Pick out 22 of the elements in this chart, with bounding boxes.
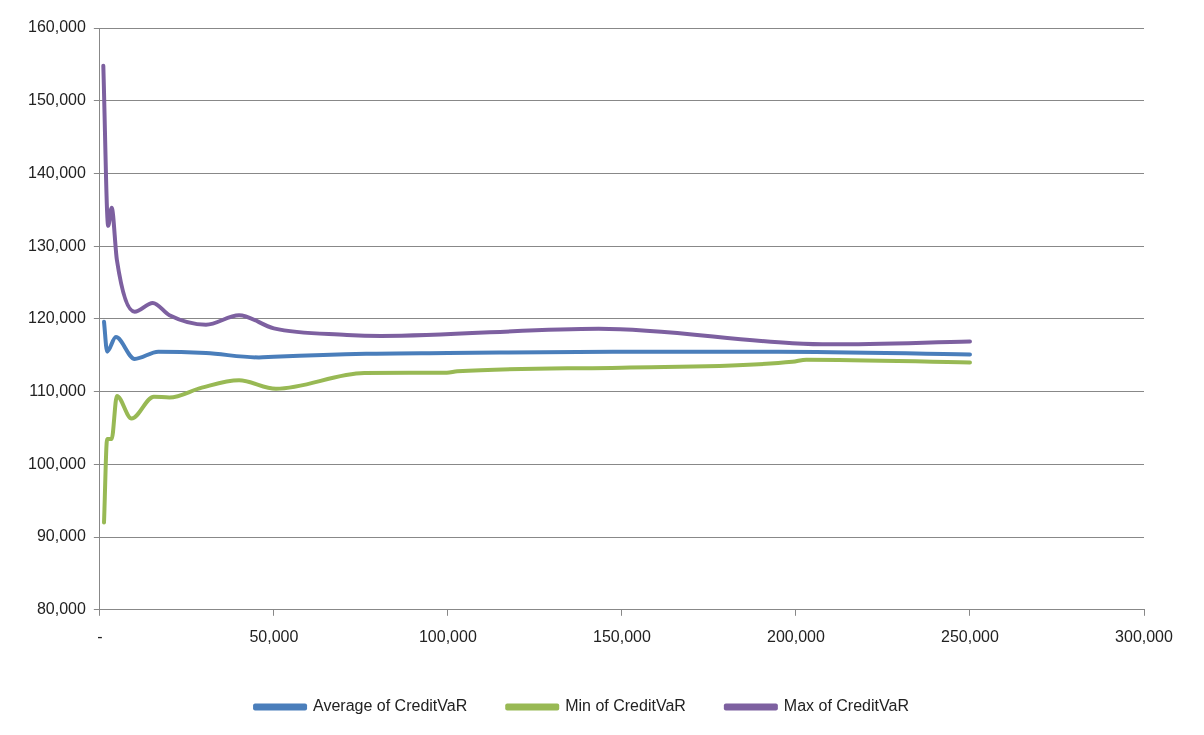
y-tick-label: 160,000 xyxy=(27,18,86,36)
line-series xyxy=(101,63,972,347)
x-tick-label: 50,000 xyxy=(249,627,299,645)
line-series xyxy=(102,357,972,525)
y-tick-label: 150,000 xyxy=(27,91,86,109)
line-series xyxy=(102,319,972,361)
y-tick-label: 120,000 xyxy=(27,309,86,327)
y-tick-label: 80,000 xyxy=(36,600,86,618)
y-tick-label: 90,000 xyxy=(36,527,86,545)
x-tick-label: 150,000 xyxy=(593,627,651,645)
x-tick-label: - xyxy=(97,627,103,645)
legend-label: Average of CreditVaR xyxy=(313,697,468,715)
y-tick-label: 100,000 xyxy=(27,454,86,472)
x-tick-label: 100,000 xyxy=(418,627,477,645)
x-tick-label: 250,000 xyxy=(941,627,999,645)
x-tick-label: 300,000 xyxy=(1115,627,1174,645)
x-tick-label: 200,000 xyxy=(767,627,825,645)
legend-label: Max of CreditVaR xyxy=(783,697,909,715)
legend-label: Min of CreditVaR xyxy=(565,697,686,715)
y-tick-label: 110,000 xyxy=(29,382,86,400)
y-tick-label: 140,000 xyxy=(27,163,86,181)
y-tick-label: 130,000 xyxy=(27,236,86,254)
